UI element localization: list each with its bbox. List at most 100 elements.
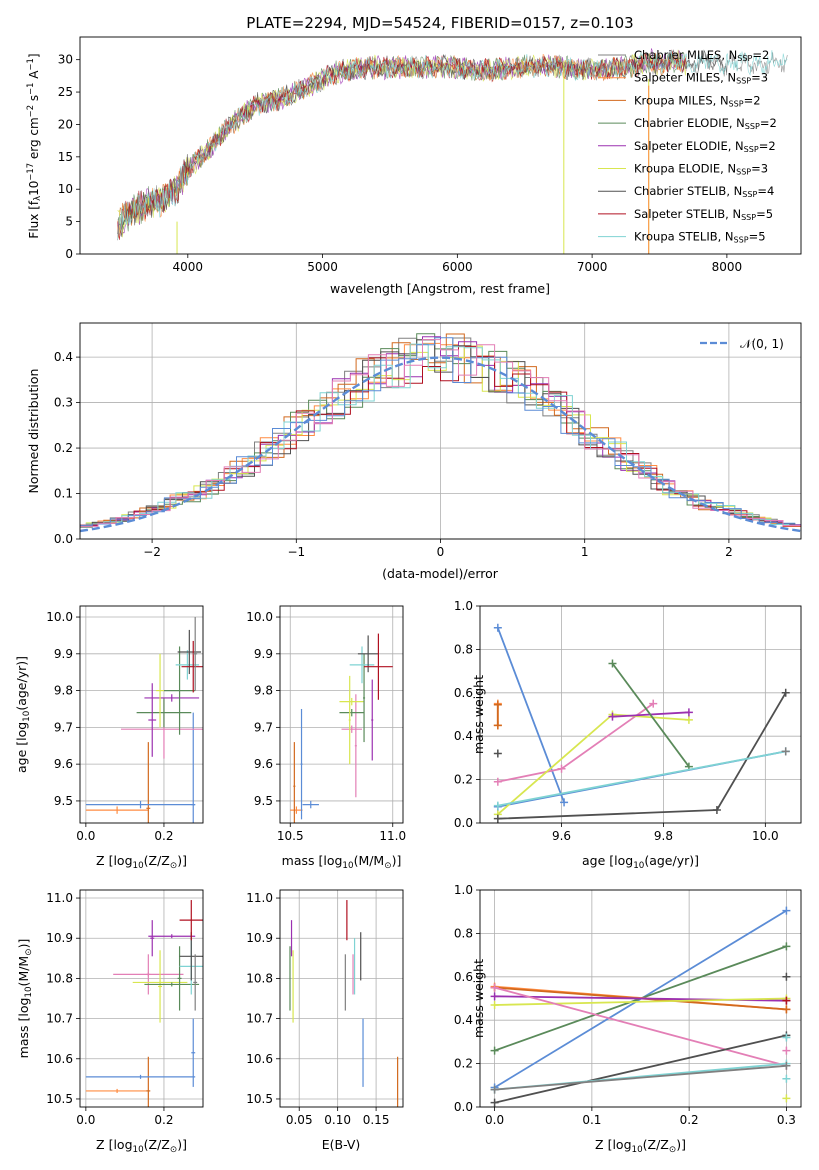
spectrum-line <box>117 49 687 240</box>
spectrum-line <box>117 51 687 237</box>
spectrum-line <box>117 49 687 238</box>
legend-entry: Chabrier STELIB, NSSP=4 <box>634 184 774 199</box>
weight-line <box>494 986 787 1067</box>
weight-marker <box>781 688 790 697</box>
axes-frame <box>79 889 204 1108</box>
weight-series <box>493 699 658 786</box>
axes-frame <box>479 605 802 824</box>
weight-series <box>782 996 791 1005</box>
y-tick-label: 9.7 <box>254 720 273 734</box>
error-bar-point <box>363 653 366 743</box>
plot-area <box>117 48 788 254</box>
x-axis-label: Z [log10(Z/Z⊙)] <box>96 853 187 871</box>
error-bar-point <box>348 675 351 765</box>
y-tick-label: 0.6 <box>454 970 473 984</box>
x-tick-label: 10.5 <box>277 829 304 843</box>
error-bar-point <box>341 725 362 733</box>
x-tick-label: 9.6 <box>552 829 571 843</box>
y-tick-label: 10.6 <box>46 1052 73 1066</box>
weight-marker <box>782 972 791 981</box>
y-tick-label: 10.5 <box>246 1092 273 1106</box>
y-axis-label: Normed distribution <box>26 369 41 494</box>
axes-frame <box>279 605 404 824</box>
weight-marker <box>560 798 569 807</box>
weight-series <box>608 659 693 771</box>
y-tick-label: 9.5 <box>254 794 273 808</box>
legend-entry: Kroupa ELODIE, NSSP=3 <box>634 162 768 177</box>
error-bar-point <box>158 950 162 1023</box>
weight-marker <box>493 749 502 758</box>
error-bar-point <box>156 653 164 728</box>
y-tick-label: 10.7 <box>246 1012 273 1026</box>
legend-entry: 𝒩(0, 1) <box>740 337 784 351</box>
weight-series <box>782 1074 791 1083</box>
error-bar-point <box>85 1074 196 1079</box>
x-tick-label: 4000 <box>173 260 204 274</box>
chart-weight_vs_age: 9.6 9.8 10.0 0.0 0.2 0.4 0.6 0.8 1.0 age [log10(a… <box>454 599 802 871</box>
y-tick-label: 10.7 <box>46 1012 73 1026</box>
y-tick-label: 10.0 <box>46 610 73 624</box>
weight-marker <box>782 1005 791 1014</box>
y-tick-label: 9.8 <box>254 684 273 698</box>
x-tick-label: 2 <box>725 545 733 559</box>
y-axis-label: mass [log10(M/M⊙)] <box>16 939 34 1059</box>
weight-series <box>781 747 790 756</box>
plot-area <box>80 333 801 533</box>
error-bar-point <box>150 920 155 957</box>
x-tick-label: 0.05 <box>286 1113 313 1127</box>
histogram-step <box>80 337 796 526</box>
x-tick-label: 0.15 <box>363 1113 390 1127</box>
plot-area <box>85 900 203 1107</box>
plot-area <box>290 633 393 823</box>
y-tick-label: 0.3 <box>54 396 73 410</box>
y-tick-label: 10.0 <box>246 610 273 624</box>
x-tick-label: −2 <box>143 545 161 559</box>
weight-marker <box>781 747 790 756</box>
y-tick-label: 9.9 <box>54 647 73 661</box>
weight-marker <box>782 906 791 915</box>
y-tick-label: 10.6 <box>246 1052 273 1066</box>
weight-series <box>493 688 790 823</box>
y-tick-label: 9.9 <box>254 647 273 661</box>
legend-entry: Salpeter MILES, NSSP=3 <box>634 71 768 86</box>
x-tick-label: 0.2 <box>154 1113 173 1127</box>
legend-entry: Kroupa STELIB, NSSP=5 <box>634 230 766 245</box>
y-tick-label: 0.2 <box>454 773 473 787</box>
y-tick-label: 10.9 <box>46 931 73 945</box>
weight-series <box>782 1046 791 1055</box>
y-tick-label: 0.2 <box>54 441 73 455</box>
x-tick-label: 0.2 <box>154 829 173 843</box>
weight-series <box>782 1033 791 1042</box>
y-tick-label: 11.0 <box>46 891 73 905</box>
error-bar-point <box>85 800 196 809</box>
error-bar-point <box>148 934 196 939</box>
weight-series <box>490 1059 791 1094</box>
chart-weight_vs_Z: 0.0 0.1 0.2 0.3 0.0 0.2 0.4 0.6 0.8 1.0 Z [log10(Z… <box>454 883 802 1155</box>
weight-line <box>494 997 787 1006</box>
weight-marker <box>490 1098 499 1107</box>
x-axis-label: E(B-V) <box>322 1137 361 1152</box>
error-bar-point <box>148 683 157 757</box>
axes-frame <box>79 322 802 540</box>
error-bar-point <box>144 982 200 987</box>
error-bar-point <box>349 646 375 684</box>
spectrum-line <box>117 50 788 240</box>
error-bar-point <box>193 617 198 691</box>
weight-line <box>496 627 565 803</box>
error-bar-point <box>191 1018 196 1087</box>
plot-area <box>289 900 399 1107</box>
axes-frame <box>479 889 802 1108</box>
weight-marker <box>493 801 502 810</box>
x-tick-label: 8000 <box>712 260 743 274</box>
weight-line <box>494 1064 787 1091</box>
weight-marker <box>490 983 499 992</box>
weight-series <box>493 623 569 807</box>
weight-line <box>497 750 786 807</box>
legend-entry: Salpeter STELIB, NSSP=5 <box>634 207 773 222</box>
chart-spectrum: 4000 5000 6000 7000 8000 0 5 10 15 20 25 30 waveleng… <box>25 36 802 296</box>
error-bar-point <box>179 900 203 941</box>
weight-marker <box>684 708 693 717</box>
weight-marker <box>490 1085 499 1094</box>
legend-entry: Salpeter ELODIE, NSSP=2 <box>634 139 776 154</box>
